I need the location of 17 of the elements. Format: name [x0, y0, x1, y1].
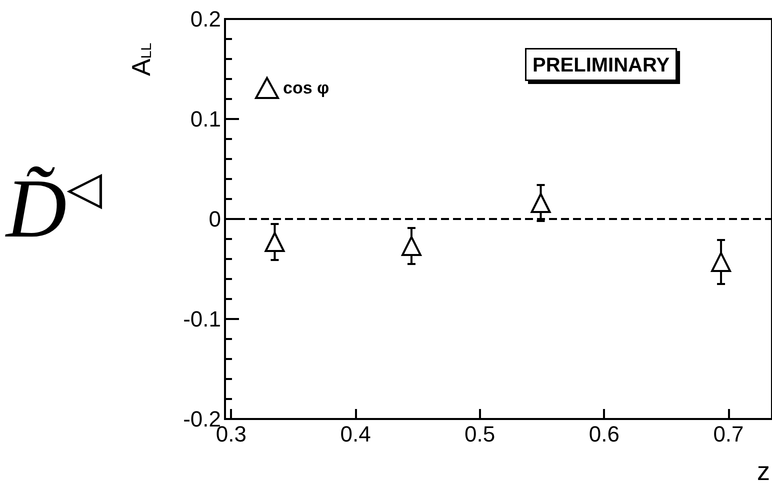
x-axis-title: z [757, 456, 770, 484]
y-tick-label: -0.1 [183, 306, 221, 332]
y-tick-label: 0 [208, 206, 221, 232]
point [711, 252, 732, 272]
y-tick-label: 0.2 [190, 6, 221, 32]
x-tick-label: 0.7 [713, 422, 744, 446]
annotation: PRELIMINARY [532, 54, 670, 76]
legend-label: cos φ [283, 78, 330, 98]
point [401, 236, 422, 256]
x-tick-label: 0.4 [340, 422, 371, 446]
y-tick-label: 0.1 [190, 106, 221, 132]
y-axis-title: ALL [126, 42, 156, 76]
point [530, 193, 551, 213]
x-tick-label: 0.5 [464, 422, 496, 446]
text: D̃◁ [5, 162, 103, 256]
x-tick-label: 0.6 [588, 422, 620, 446]
point [264, 232, 285, 252]
